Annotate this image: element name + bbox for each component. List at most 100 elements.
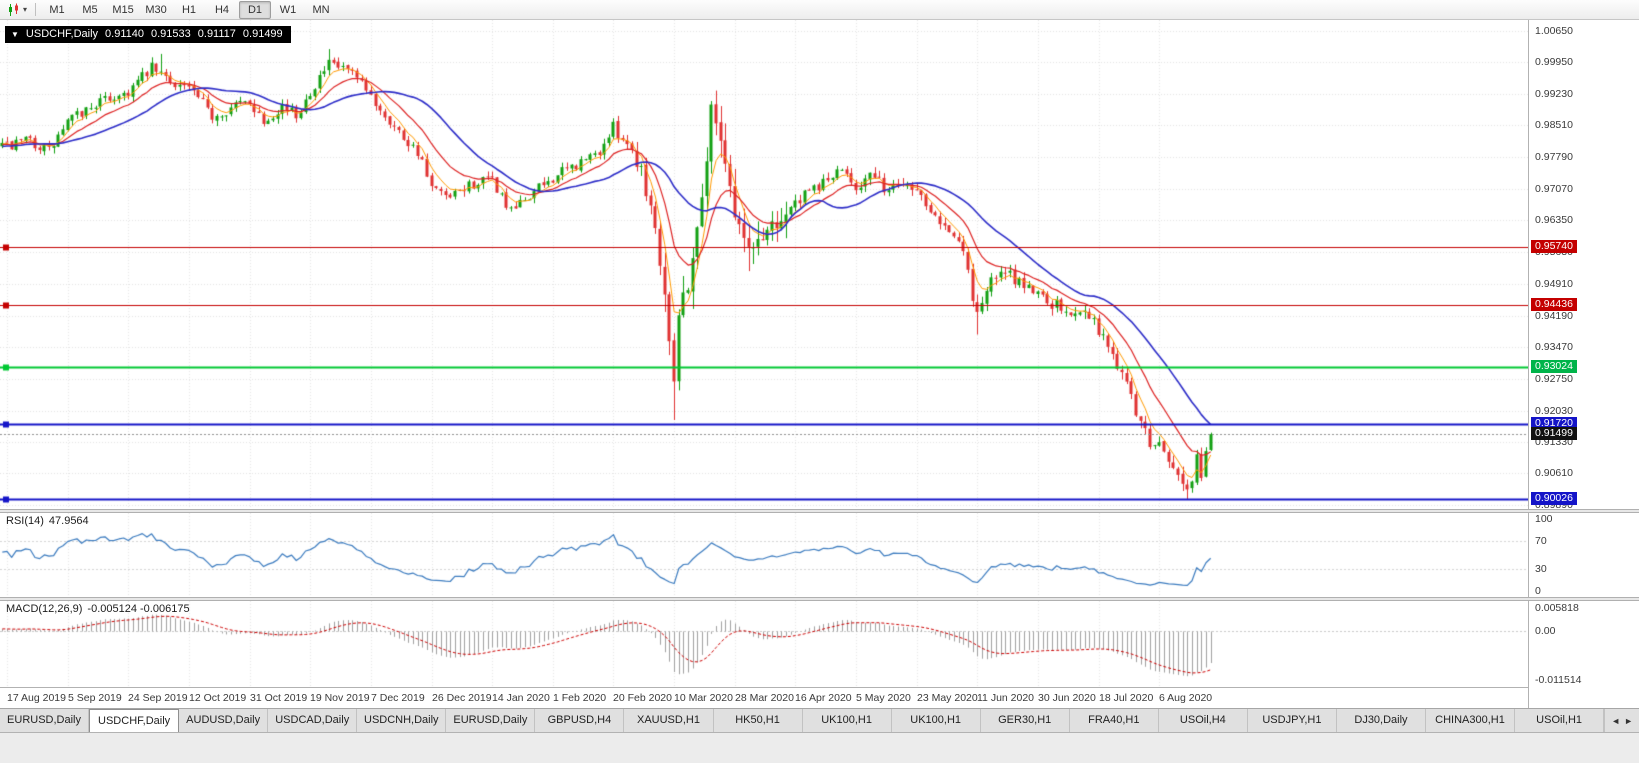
date-axis-label: 30 Jun 2020 (1038, 692, 1096, 704)
timeframe-button-mn[interactable]: MN (312, 3, 330, 16)
tab-ger30-h1[interactable]: GER30,H1 (980, 709, 1070, 732)
current-price-badge: 0.91499 (1531, 427, 1577, 440)
date-axis-label: 16 Apr 2020 (795, 692, 852, 704)
timeframe-toolbar: ▾ M1 M5 M15 M30 H1 H4 D1 W1 MN (0, 0, 1639, 20)
price-level-badge: 0.91720 (1531, 417, 1577, 430)
price-axis-label: 0.90610 (1535, 467, 1573, 479)
tab-usdcnh-daily[interactable]: USDCNH,Daily (357, 709, 447, 732)
price-level-badge: 0.90026 (1531, 492, 1577, 505)
price-axis-label: 0.97070 (1535, 183, 1573, 195)
timeframe-button-m30[interactable]: M30 (145, 3, 167, 16)
date-axis-label: 20 Feb 2020 (613, 692, 672, 704)
timeframe-button-d1[interactable]: D1 (239, 0, 272, 19)
date-axis-label: 1 Feb 2020 (553, 692, 607, 704)
tab-scroll-arrows: ◄ ► (1604, 709, 1639, 732)
ohlc-high-value: 0.91533 (151, 28, 191, 40)
ohlc-close-value: 0.91499 (242, 28, 283, 40)
tab-uk100-h1[interactable]: UK100,H1 (891, 709, 981, 732)
macd-axis-label: -0.011514 (1535, 674, 1582, 686)
candlestick-chart-icon (9, 3, 18, 16)
tab-uk100-h1[interactable]: UK100,H1 (802, 709, 892, 732)
tab-china300-h1[interactable]: CHINA300,H1 (1426, 709, 1516, 732)
macd-pane-label: MACD(12,26,9) -0.005124 -0.006175 (6, 603, 190, 615)
price-axis-label: 0.92030 (1535, 405, 1573, 417)
tab-usdjpy-h1[interactable]: USDJPY,H1 (1247, 709, 1337, 732)
price-axis[interactable]: 1.00650 0.99950 0.99230 0.98510 0.97790 0.970… (1528, 20, 1639, 708)
price-axis-label: 0.98510 (1535, 119, 1573, 131)
chart-symbol-label: USDCHF,Daily (25, 28, 99, 40)
tab-usdcad-daily[interactable]: USDCAD,Daily (268, 709, 358, 732)
date-axis-label: 23 May 2020 (917, 692, 978, 704)
timeframe-button-m5[interactable]: M5 (82, 3, 98, 16)
status-bar (0, 732, 1639, 763)
tab-hk50-h1[interactable]: HK50,H1 (713, 709, 803, 732)
tab-usoil-h4[interactable]: USOil,H4 (1158, 709, 1248, 732)
rsi-axis-label: 100 (1535, 513, 1553, 525)
timeframe-button-h1[interactable]: H1 (181, 3, 197, 16)
timeframe-button-group: M1 M5 M15 M30 H1 H4 D1 W1 MN (41, 0, 337, 19)
date-axis-label: 26 Dec 2019 (432, 692, 492, 704)
rsi-current-value: 47.9564 (48, 515, 89, 527)
tab-audusd-daily[interactable]: AUDUSD,Daily (179, 709, 269, 732)
macd-axis-label: 0.00 (1535, 625, 1556, 637)
pane-splitter-macd[interactable] (0, 597, 1639, 601)
rsi-axis-label: 30 (1535, 563, 1547, 575)
toolbar-separator (35, 3, 37, 16)
timeframe-button-m1[interactable]: M1 (49, 3, 65, 16)
tab-eurusd-daily[interactable]: EURUSD,Daily (446, 709, 536, 732)
price-axis-label: 0.97790 (1535, 151, 1573, 163)
macd-indicator-pane[interactable] (0, 601, 1528, 687)
date-axis[interactable]: 17 Aug 2019 5 Sep 2019 24 Sep 2019 12 Oct 2… (0, 687, 1639, 708)
price-axis-label: 0.92750 (1535, 373, 1573, 385)
date-axis-label: 24 Sep 2019 (128, 692, 188, 704)
date-axis-label: 18 Jul 2020 (1099, 692, 1154, 704)
tab-xauusd-h1[interactable]: XAUUSD,H1 (624, 709, 714, 732)
rsi-axis-label: 70 (1535, 535, 1547, 547)
date-axis-label: 14 Jan 2020 (492, 692, 550, 704)
chart-tab-bar: EURUSD,Daily USDCHF,Daily AUDUSD,Daily USDC… (0, 708, 1639, 732)
price-axis-label: 0.94910 (1535, 278, 1573, 290)
price-axis-label: 0.99230 (1535, 88, 1573, 100)
tab-fra40-h1[interactable]: FRA40,H1 (1069, 709, 1159, 732)
tab-gbpusd-h4[interactable]: GBPUSD,H4 (535, 709, 625, 732)
price-axis-label: 0.99950 (1535, 56, 1573, 68)
date-axis-label: 10 Mar 2020 (674, 692, 733, 704)
main-price-chart[interactable] (0, 20, 1528, 509)
tab-scroll-left-icon[interactable]: ◄ (1611, 715, 1621, 726)
date-axis-label: 28 Mar 2020 (735, 692, 794, 704)
timeframe-button-w1[interactable]: W1 (279, 3, 297, 16)
date-axis-label: 7 Dec 2019 (371, 692, 425, 704)
timeframe-button-h4[interactable]: H4 (214, 3, 230, 16)
date-axis-label: 11 Jun 2020 (977, 692, 1035, 704)
macd-axis-label: 0.005818 (1535, 602, 1579, 614)
date-axis-label: 5 Sep 2019 (68, 692, 122, 704)
date-axis-label: 12 Oct 2019 (189, 692, 247, 704)
rsi-pane-label: RSI(14) 47.9564 (6, 515, 89, 527)
date-axis-label: 19 Nov 2019 (310, 692, 370, 704)
rsi-indicator-pane[interactable] (0, 513, 1528, 597)
tab-scroll-right-icon[interactable]: ► (1624, 715, 1634, 726)
tab-usoil-h1[interactable]: USOil,H1 (1515, 709, 1605, 732)
chart-type-button[interactable]: ▾ (4, 2, 30, 18)
tab-eurusd-daily[interactable]: EURUSD,Daily (0, 709, 90, 732)
tab-dj30-daily[interactable]: DJ30,Daily (1336, 709, 1426, 732)
price-axis-label: 1.00650 (1535, 25, 1573, 37)
price-level-badge: 0.93024 (1531, 360, 1577, 373)
price-axis-label: 0.93470 (1535, 341, 1573, 353)
ohlc-info-box[interactable]: ▼ USDCHF,Daily 0.91140 0.91533 0.91117 0… (5, 26, 291, 43)
tab-usdchf-daily[interactable]: USDCHF,Daily (89, 709, 180, 732)
date-axis-label: 6 Aug 2020 (1159, 692, 1213, 704)
ohlc-open-value: 0.91140 (105, 28, 144, 40)
timeframe-button-m15[interactable]: M15 (112, 3, 134, 16)
date-axis-label: 17 Aug 2019 (7, 692, 66, 704)
date-axis-label: 31 Oct 2019 (250, 692, 308, 704)
chevron-down-icon: ▾ (23, 4, 28, 14)
price-axis-label: 0.96350 (1535, 214, 1573, 226)
date-axis-label: 5 May 2020 (856, 692, 911, 704)
collapse-ohlc-icon: ▼ (11, 29, 19, 39)
price-level-badge: 0.95740 (1531, 240, 1577, 253)
ohlc-low-value: 0.91117 (197, 28, 236, 40)
pane-splitter-rsi[interactable] (0, 509, 1639, 513)
rsi-axis-label: 0 (1535, 585, 1541, 597)
